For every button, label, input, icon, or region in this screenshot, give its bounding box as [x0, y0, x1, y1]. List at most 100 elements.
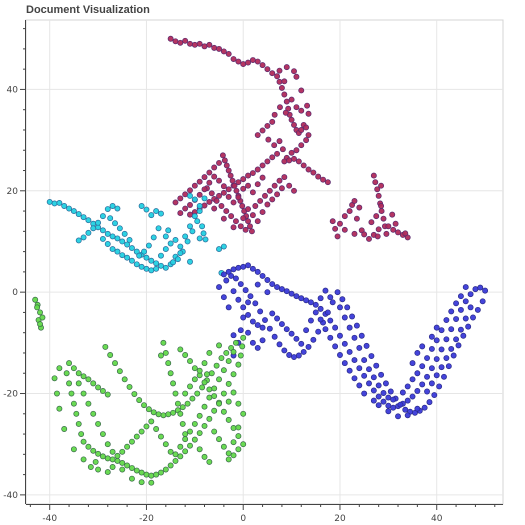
scatter-point — [95, 219, 102, 226]
scatter-point — [172, 457, 179, 464]
scatter-point — [231, 182, 238, 189]
scatter-point — [356, 382, 363, 389]
scatter-point — [177, 195, 184, 202]
scatter-point — [235, 400, 242, 407]
scatter-point — [380, 398, 387, 405]
scatter-point — [249, 339, 256, 346]
scatter-point — [312, 301, 319, 308]
scatter-point — [70, 400, 77, 407]
scatter-point — [177, 210, 184, 217]
scatter-point — [80, 456, 87, 463]
scatter-point — [230, 332, 237, 339]
scatter-point — [240, 314, 247, 321]
scatter-point — [438, 346, 445, 353]
scatter-point — [254, 181, 261, 188]
scatter-point — [99, 227, 106, 234]
scatter-point — [375, 393, 382, 400]
scatter-point — [298, 142, 305, 149]
scatter-point — [155, 225, 162, 232]
scatter-point — [104, 441, 111, 448]
scatter-point — [300, 162, 307, 169]
scatter-point — [216, 284, 222, 291]
scatter-point — [104, 455, 111, 462]
scatter-point — [102, 343, 109, 350]
scatter-point — [225, 398, 232, 405]
scatter-point — [428, 380, 435, 387]
scatter-point — [177, 243, 184, 250]
scatter-point — [90, 380, 97, 387]
scatter-point — [182, 205, 189, 212]
y-tick-label: -40 — [3, 491, 18, 501]
scatter-point — [324, 309, 331, 316]
scatter-point — [80, 438, 87, 445]
x-axis-ticks: -40 -20 0 20 40 — [29, 504, 496, 524]
scatter-point — [219, 152, 226, 159]
scatter-point — [337, 220, 343, 227]
scatter-point — [158, 210, 164, 217]
scatter-point — [179, 404, 186, 411]
scatter-point — [170, 409, 177, 416]
scatter-point — [235, 194, 242, 201]
scatter-point — [414, 388, 421, 394]
scatter-point — [80, 373, 87, 380]
scatter-point — [153, 471, 160, 478]
scatter-point — [201, 174, 208, 181]
y-tick-label: 0 — [12, 288, 18, 298]
scatter-point — [112, 360, 118, 367]
scatter-point — [303, 327, 310, 334]
scatter-point — [70, 365, 77, 372]
scatter-point — [443, 317, 450, 323]
scatter-point — [148, 257, 155, 264]
scatter-point — [85, 229, 92, 236]
scatter-point — [259, 209, 266, 216]
scatter-point — [271, 182, 278, 189]
scatter-point — [424, 388, 430, 395]
scatter-point — [276, 67, 283, 74]
scatter-point — [119, 466, 126, 473]
scatter-point — [428, 333, 435, 340]
scatter-point — [370, 397, 377, 404]
scatter-point — [158, 433, 164, 440]
scatter-point — [196, 430, 203, 436]
scatter-point — [370, 374, 377, 381]
scatter-point — [119, 252, 126, 259]
scatter-point — [239, 203, 246, 209]
scatter-point — [216, 436, 222, 443]
scatter-point — [235, 446, 242, 453]
scatter-point — [278, 185, 285, 192]
scatter-point — [225, 51, 232, 57]
scatter-point — [240, 304, 247, 311]
scatter-point — [482, 287, 489, 294]
scatter-point — [56, 405, 63, 412]
scatter-point — [269, 310, 276, 317]
scatter-point — [245, 262, 252, 269]
scatter-point — [254, 132, 261, 138]
scatter-point — [104, 241, 111, 247]
scatter-point — [121, 230, 128, 237]
scatter-point — [274, 150, 281, 157]
scatter-point — [378, 203, 385, 209]
scatter-point — [366, 366, 372, 373]
scatter-point — [245, 299, 252, 306]
scatter-point — [221, 157, 228, 164]
scatter-point — [167, 240, 174, 247]
scatter-point — [201, 186, 208, 193]
scatter-point — [457, 326, 464, 333]
scatter-point — [73, 410, 80, 417]
scatter-point — [259, 324, 266, 331]
scatter-point — [126, 383, 133, 390]
scatter-point — [114, 452, 121, 459]
scatter-point — [259, 174, 266, 181]
scatter-point — [240, 176, 247, 183]
scatter-point — [474, 306, 481, 313]
scatter-point — [245, 172, 252, 179]
scatter-point — [220, 48, 227, 55]
scatter-point — [300, 349, 307, 355]
scatter-point — [90, 410, 97, 417]
scatter-point — [206, 386, 213, 393]
scatter-point — [167, 462, 174, 469]
scatter-point — [409, 360, 416, 367]
scatter-point — [191, 365, 198, 372]
scatter-point — [353, 215, 360, 222]
scatter-point — [276, 341, 283, 348]
